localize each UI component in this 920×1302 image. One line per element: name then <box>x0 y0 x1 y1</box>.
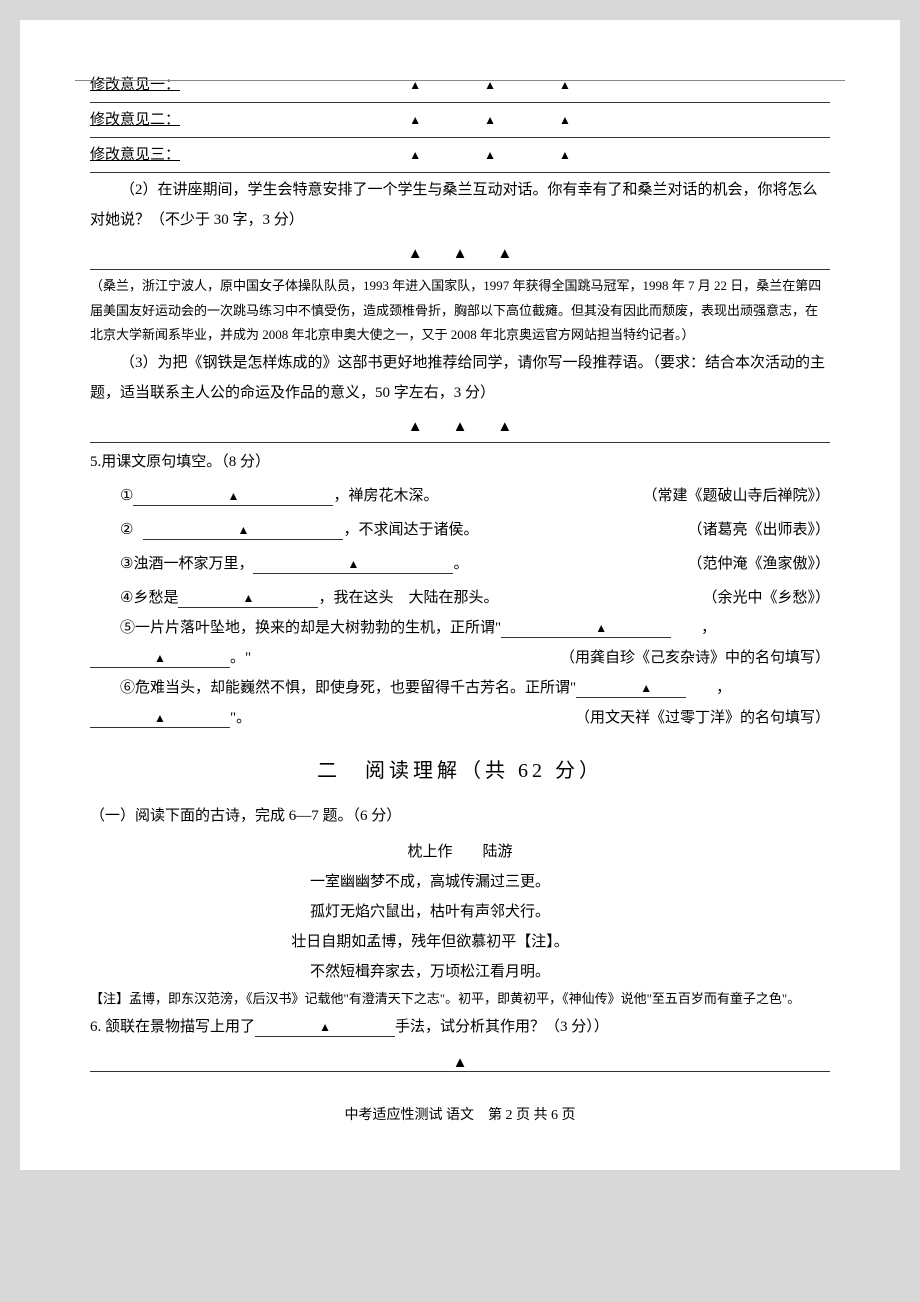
q6-blank: ▲ <box>255 1020 395 1037</box>
correction-row-3: 修改意见三： ▲ ▲ ▲ <box>90 140 830 173</box>
correction-row-2: 修改意见二： ▲ ▲ ▲ <box>90 105 830 138</box>
q5-2-num: ② <box>90 515 133 545</box>
q5-item-5-line1: ⑤一片片落叶坠地，换来的却是大树勃勃的生机，正所谓" ▲ ， <box>90 613 830 643</box>
poem-title: 枕上作 陆游 <box>90 837 830 867</box>
q5-5-c: 。" <box>230 643 251 673</box>
q5-2-after: ，不求闻达于诸侯。 <box>343 515 478 545</box>
q5-4-source: （余光中《乡愁》） <box>682 583 830 613</box>
q5-6-source: （用文天祥《过零丁洋》的名句填写） <box>555 703 830 733</box>
q6-before: 6. 颔联在景物描写上用了 <box>90 1012 255 1042</box>
section-2-title: 二 阅读理解（共 62 分） <box>90 751 830 791</box>
q5-1-source: （常建《题破山寺后禅院》） <box>622 481 830 511</box>
q5-item-6-line1: ⑥危难当头，却能巍然不惧，即使身死，也要留得千古芳名。正所谓" ▲ ， <box>90 673 830 703</box>
question-6: 6. 颔联在景物描写上用了 ▲ 手法，试分析其作用？（3 分）） <box>90 1012 830 1042</box>
q5-3-num: ③ <box>90 549 133 579</box>
q5-5-blank2: ▲ <box>90 651 230 668</box>
q5-3-blank: ▲ <box>253 557 453 574</box>
q5-4-blank: ▲ <box>178 591 318 608</box>
q5-1-num: ① <box>90 481 133 511</box>
q5-item-4: ④ 乡愁是 ▲ ，我在这头 大陆在那头。 （余光中《乡愁》） <box>90 583 830 613</box>
q5-item-5-line2: ▲ 。" （用龚自珍《己亥杂诗》中的名句填写） <box>90 643 830 673</box>
q5-6-c: "。 <box>230 703 251 733</box>
q5-item-2: ② ▲ ，不求闻达于诸侯。 （诸葛亮《出师表》） <box>90 515 830 545</box>
poem-line-1: 一室幽幽梦不成，高城传漏过三更。 <box>30 867 830 897</box>
correction-label-3: 修改意见三： <box>90 140 180 170</box>
poem-line-4: 不然短楫弃家去，万顷松江看月明。 <box>30 957 830 987</box>
correction-label-1: 修改意见一： <box>90 70 180 100</box>
q5-item-1: ① ▲ ，禅房花木深。 （常建《题破山寺后禅院》） <box>90 481 830 511</box>
q6-answer-line: ▲ <box>90 1048 830 1072</box>
question-3-text: （3）为把《钢铁是怎样炼成的》这部书更好地推荐给同学，请你写一段推荐语。（要求：… <box>90 348 830 408</box>
fill-triangles-1: ▲ ▲ ▲ <box>180 70 830 100</box>
q5-6-b: ， <box>686 673 731 703</box>
question-2-text: （2）在讲座期间，学生会特意安排了一个学生与桑兰互动对话。你有幸有了和桑兰对话的… <box>90 175 830 235</box>
q2-answer-line: ▲ ▲ ▲ <box>90 239 830 270</box>
q5-2-source: （诸葛亮《出师表》） <box>667 515 830 545</box>
fill-triangles-2: ▲ ▲ ▲ <box>180 105 830 135</box>
q5-5-a: ⑤一片片落叶坠地，换来的却是大树勃勃的生机，正所谓" <box>90 613 501 643</box>
question-5-title: 5.用课文原句填空。（8 分） <box>90 447 830 477</box>
q5-4-before: 乡愁是 <box>133 583 178 613</box>
poem-line-3: 壮日自期如孟博，残年但欲慕初平【注】。 <box>30 927 830 957</box>
q5-item-6-line2: ▲ "。 （用文天祥《过零丁洋》的名句填写） <box>90 703 830 733</box>
q5-5-source: （用龚自珍《己亥杂诗》中的名句填写） <box>540 643 830 673</box>
fill-triangles-3: ▲ ▲ ▲ <box>180 140 830 170</box>
q5-6-a: ⑥危难当头，却能巍然不惧，即使身死，也要留得千古芳名。正所谓" <box>90 673 576 703</box>
q5-item-3: ③ 浊酒一杯家万里， ▲ 。 （范仲淹《渔家傲》） <box>90 549 830 579</box>
q5-3-before: 浊酒一杯家万里， <box>133 549 253 579</box>
q5-2-blank: ▲ <box>143 523 343 540</box>
q6-line-triangle: ▲ <box>453 1055 468 1071</box>
correction-label-2: 修改意见二： <box>90 105 180 135</box>
q5-6-blank1: ▲ <box>576 681 686 698</box>
q2-triangles: ▲ ▲ ▲ <box>90 239 830 269</box>
sanglan-bio: （桑兰，浙江宁波人，原中国女子体操队队员，1993 年进入国家队，1997 年获… <box>90 274 830 348</box>
poem-note: 【注】孟博，即东汉范滂，《后汉书》记载他"有澄清天下之志"。初平，即黄初平，《神… <box>90 987 830 1012</box>
q5-4-after: ，我在这头 大陆在那头。 <box>318 583 498 613</box>
q5-6-blank2: ▲ <box>90 711 230 728</box>
q5-3-after: 。 <box>453 549 468 579</box>
q5-5-b: ， <box>671 613 716 643</box>
q3-answer-line: ▲ ▲ ▲ <box>90 412 830 443</box>
poem-line-2: 孤灯无焰穴鼠出，枯叶有声邻犬行。 <box>30 897 830 927</box>
q5-1-after: ，禅房花木深。 <box>333 481 438 511</box>
q5-3-source: （范仲淹《渔家傲》） <box>667 549 830 579</box>
q3-triangles: ▲ ▲ ▲ <box>90 412 830 442</box>
exam-page: 修改意见一： ▲ ▲ ▲ 修改意见二： ▲ ▲ ▲ 修改意见三： ▲ ▲ ▲ （… <box>20 20 900 1170</box>
q6-after: 手法，试分析其作用？（3 分）） <box>395 1012 609 1042</box>
section-2-sub: （一）阅读下面的古诗，完成 6—7 题。（6 分） <box>90 801 830 831</box>
page-footer: 中考适应性测试 语文 第 2 页 共 6 页 <box>90 1102 830 1130</box>
q5-5-blank1: ▲ <box>501 621 671 638</box>
q5-4-num: ④ <box>90 583 133 613</box>
correction-row-1: 修改意见一： ▲ ▲ ▲ <box>90 70 830 103</box>
q5-1-blank: ▲ <box>133 489 333 506</box>
